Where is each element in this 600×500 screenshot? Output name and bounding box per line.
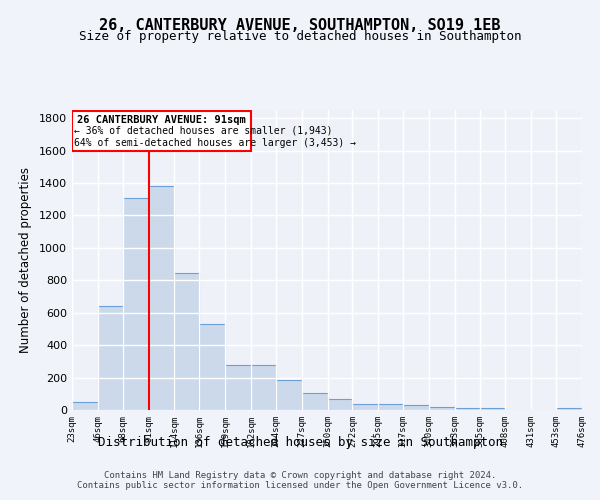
Text: Size of property relative to detached houses in Southampton: Size of property relative to detached ho… — [79, 30, 521, 43]
Bar — [175, 273, 199, 410]
Bar — [251, 366, 276, 410]
FancyBboxPatch shape — [72, 111, 251, 150]
Text: ← 36% of detached houses are smaller (1,943): ← 36% of detached houses are smaller (1,… — [74, 126, 333, 136]
Text: Contains HM Land Registry data © Crown copyright and database right 2024.: Contains HM Land Registry data © Crown c… — [104, 472, 496, 480]
Bar — [403, 405, 429, 410]
Bar — [72, 402, 98, 410]
Text: Distribution of detached houses by size in Southampton: Distribution of detached houses by size … — [97, 436, 503, 449]
Bar — [302, 393, 328, 410]
Bar — [556, 408, 582, 410]
Bar — [149, 186, 175, 410]
Bar — [276, 380, 302, 410]
Bar — [429, 407, 455, 410]
Text: 26, CANTERBURY AVENUE, SOUTHAMPTON, SO19 1EB: 26, CANTERBURY AVENUE, SOUTHAMPTON, SO19… — [99, 18, 501, 32]
Bar — [479, 408, 505, 410]
Bar — [378, 404, 403, 410]
Bar — [225, 366, 251, 410]
Bar — [455, 408, 479, 410]
Y-axis label: Number of detached properties: Number of detached properties — [19, 167, 32, 353]
Bar — [199, 324, 225, 410]
Bar — [98, 306, 122, 410]
Text: 64% of semi-detached houses are larger (3,453) →: 64% of semi-detached houses are larger (… — [74, 138, 356, 147]
Bar — [328, 400, 352, 410]
Text: 26 CANTERBURY AVENUE: 91sqm: 26 CANTERBURY AVENUE: 91sqm — [77, 114, 246, 124]
Bar — [352, 404, 378, 410]
Text: Contains public sector information licensed under the Open Government Licence v3: Contains public sector information licen… — [77, 482, 523, 490]
Bar — [122, 198, 149, 410]
